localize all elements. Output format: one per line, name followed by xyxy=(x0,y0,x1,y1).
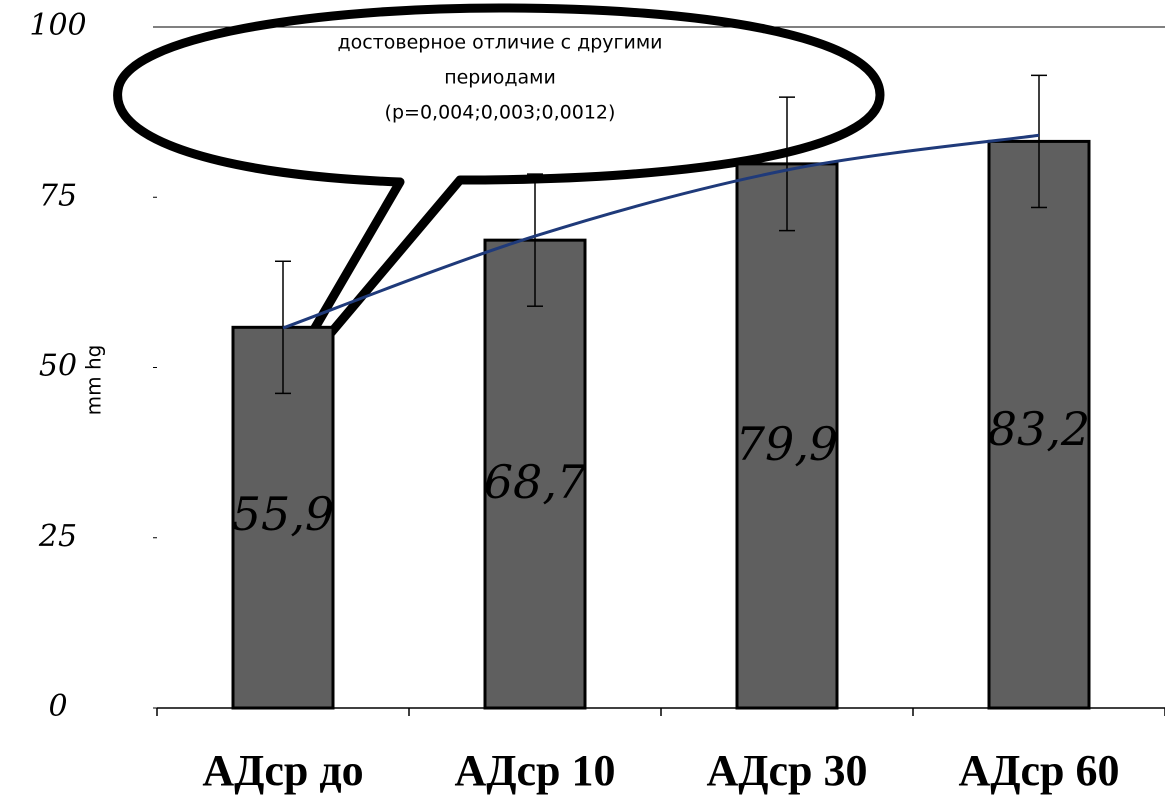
y-tick-label: 100 xyxy=(29,8,86,43)
trend-line xyxy=(283,135,1039,328)
y-tick-label: 0 xyxy=(48,689,67,724)
annotation-line: периодами xyxy=(444,67,556,89)
value-label: 55,9 xyxy=(232,487,334,541)
annotation-line: достоверное отличие с другими xyxy=(337,32,662,54)
x-tick-label: АДср до xyxy=(202,746,363,795)
chart: достоверное отличие с другими периодами … xyxy=(0,0,1165,812)
x-tick-label: АДср 60 xyxy=(958,746,1119,795)
x-tick-label: АДср 30 xyxy=(706,746,867,795)
value-label: 83,2 xyxy=(988,402,1090,456)
value-label: 68,7 xyxy=(484,455,587,509)
annotation-line: (p=0,004;0,003;0,0012) xyxy=(385,102,616,124)
y-axis-title: mm hg xyxy=(82,345,106,416)
y-tick-label: 50 xyxy=(39,349,77,384)
value-label: 79,9 xyxy=(736,417,838,471)
y-tick-label: 25 xyxy=(38,519,77,554)
y-tick-label: 75 xyxy=(39,178,77,213)
x-tick-label: АДср 10 xyxy=(454,746,615,795)
